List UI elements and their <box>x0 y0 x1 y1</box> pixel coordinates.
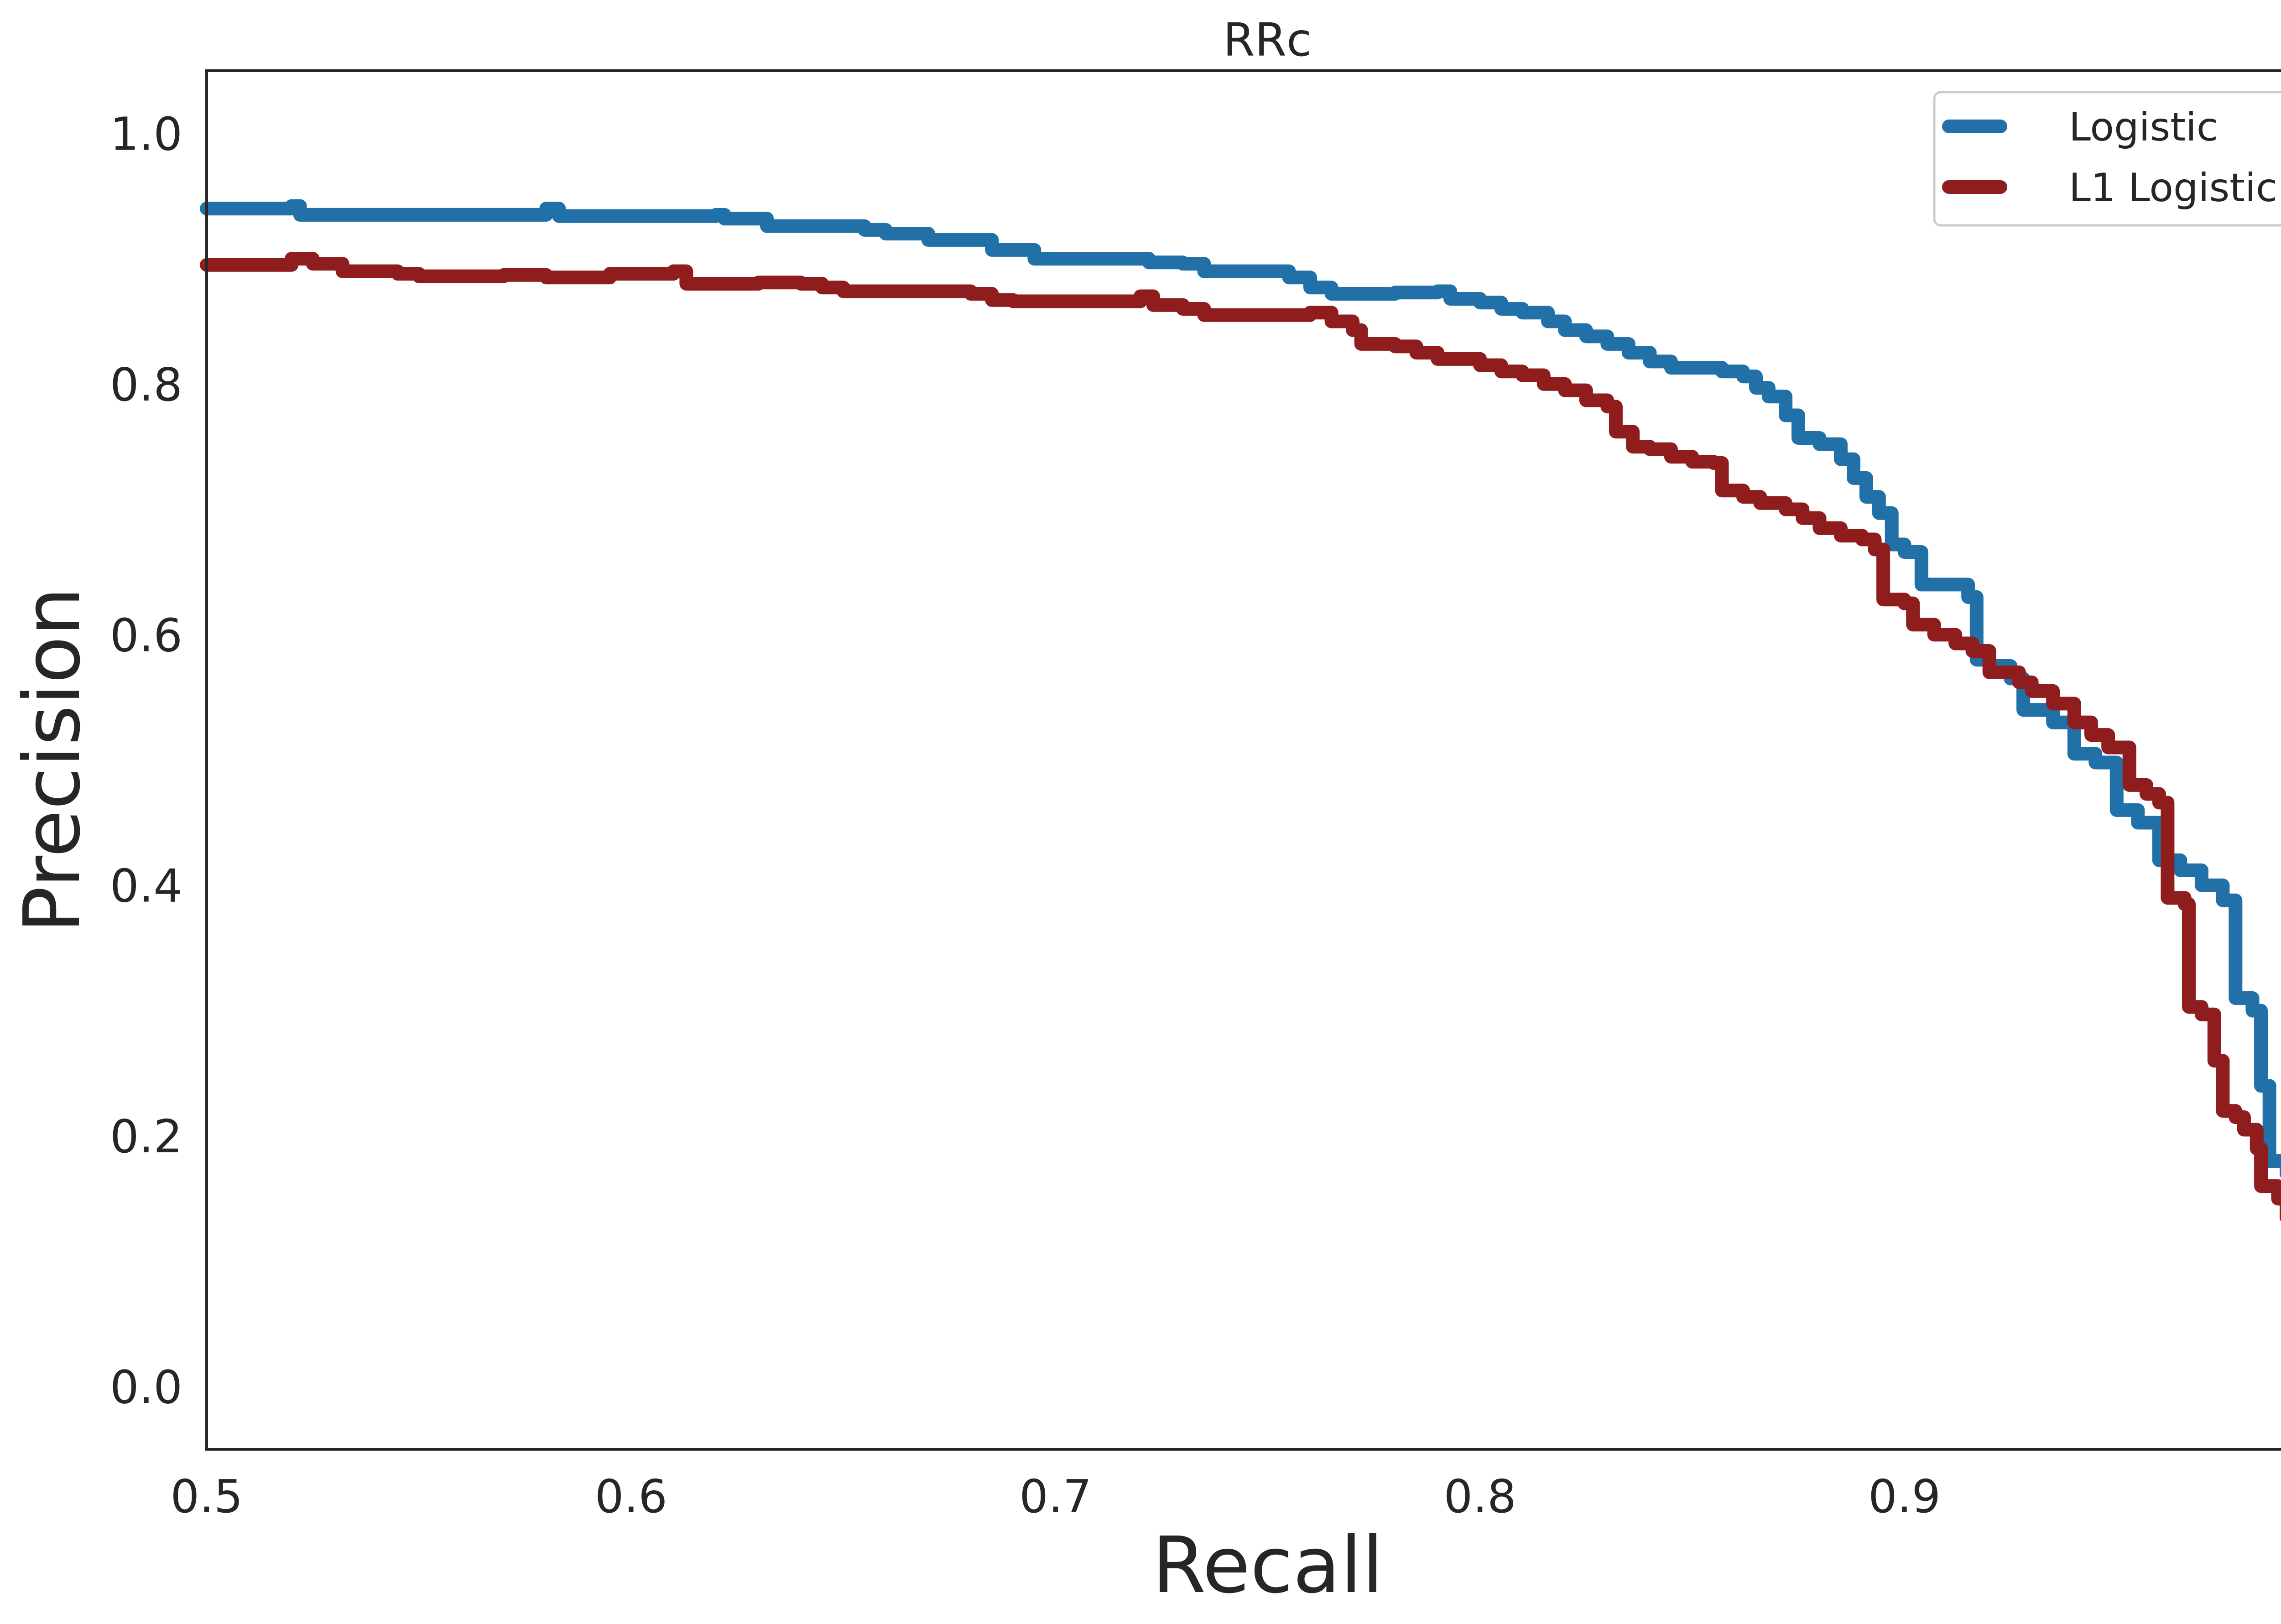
x-axis-ticks: 0.50.60.70.80.91.0 <box>170 1470 1941 1523</box>
legend-box <box>1933 91 2281 227</box>
y-axis-label: Precision <box>7 587 98 933</box>
y-tick-label: 0.0 <box>110 1361 182 1414</box>
series-line-l1-logistic <box>200 252 2281 1222</box>
chart-title: RRc <box>1223 13 1312 67</box>
legend-label-logistic: Logistic <box>2069 104 2218 150</box>
x-tick-label: 0.5 <box>170 1470 243 1523</box>
x-tick-label: 0.8 <box>1444 1470 1516 1523</box>
y-axis-ticks: 0.0 0.2 0.4 0.6 0.8 1.0 <box>110 107 182 1414</box>
y-tick-label: 0.8 <box>110 358 182 411</box>
legend: Logistic L1 Logistic <box>1933 91 2281 227</box>
series-line-logistic <box>200 199 2281 1178</box>
series-layer <box>200 199 2281 1222</box>
y-tick-label: 0.6 <box>110 609 182 662</box>
y-tick-label: 1.0 <box>110 107 182 161</box>
y-tick-label: 0.4 <box>110 859 182 913</box>
x-tick-label: 0.6 <box>595 1470 667 1523</box>
x-tick-label: 0.7 <box>1019 1470 1092 1523</box>
y-tick-label: 0.2 <box>110 1110 182 1163</box>
plot-frame <box>205 69 2281 1451</box>
x-axis-label: Recall <box>1152 1520 1383 1611</box>
x-tick-label: 0.9 <box>1868 1470 1941 1523</box>
legend-label-l1-logistic: L1 Logistic <box>2069 165 2277 211</box>
